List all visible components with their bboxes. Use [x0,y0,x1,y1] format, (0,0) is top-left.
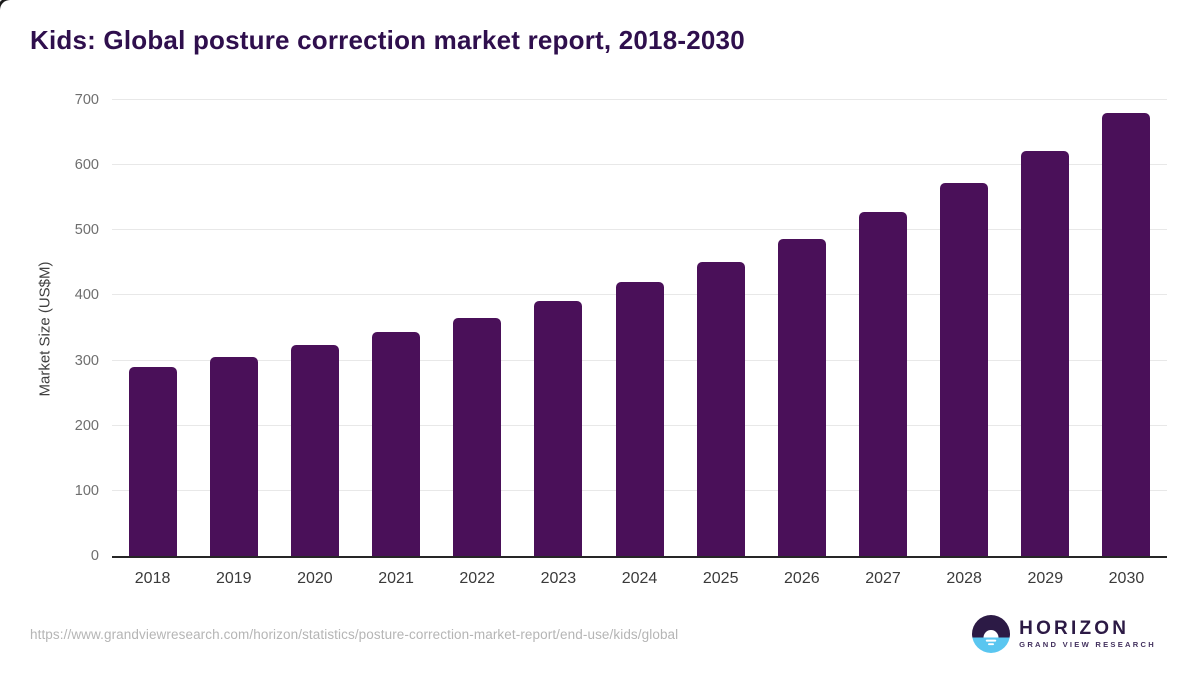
horizon-logo-subtext: GRAND VIEW RESEARCH [1019,640,1156,650]
x-tick-label-2025: 2025 [702,570,739,587]
y-tick-label-300: 300 [74,352,99,369]
bar-2020 [290,344,339,556]
bar-slot-2021 [355,100,436,556]
bar-2022 [453,317,502,556]
bar-2027 [858,212,907,556]
x-tick-label-2024: 2024 [621,570,658,587]
x-tick-label-2023: 2023 [540,570,577,587]
bar-slot-2030 [1086,100,1167,556]
plot-area: 0 100 200 300 400 500 600 700 [75,92,1167,564]
bar-slot-2022 [437,100,518,556]
bar-slot-2025 [680,100,761,556]
x-tick-label-2021: 2021 [378,570,414,587]
y-tick-label-700: 700 [74,92,99,108]
x-axis-labels: 2018 2019 2020 2021 2022 2023 2024 2025 2026 2027… [112,570,1167,588]
page-title: Kids: Global posture correction market r… [30,25,745,55]
bar-2029 [1021,150,1070,556]
bar-2028 [940,183,989,556]
x-tick-label-2030: 2030 [1108,570,1145,587]
bar-slot-2026 [761,100,842,556]
bar-slot-2028 [924,100,1005,556]
x-tick-label-2028: 2028 [946,570,982,587]
horizon-logo-icon [972,615,1011,653]
bar-2023 [534,301,583,556]
y-tick-label-200: 200 [74,417,99,434]
y-tick-label-500: 500 [74,222,99,239]
bar-2019 [209,357,258,556]
y-tick-label-100: 100 [74,482,99,499]
bar-2024 [615,282,664,556]
bars-row [112,100,1167,556]
bar-2018 [128,367,177,556]
x-tick-label-2022: 2022 [459,570,495,587]
source-url: https://www.grandviewresearch.com/horizo… [30,627,679,642]
x-tick-label-2029: 2029 [1027,570,1064,587]
bar-slot-2029 [1005,100,1086,556]
y-tick-label-600: 600 [74,157,99,174]
gridline-500 [112,229,1167,231]
gridline-600 [112,164,1167,166]
bar-slot-2020 [274,100,355,556]
bar-slot-2024 [599,100,680,556]
bar-2021 [372,331,421,556]
x-tick-label-2019: 2019 [215,570,252,587]
y-tick-label-400: 400 [74,287,99,304]
bar-2026 [777,238,826,556]
y-tick-label-0: 0 [90,548,99,564]
horizon-logo-text: HORIZON GRAND VIEW RESEARCH [1019,617,1156,650]
bar-slot-2018 [112,100,193,556]
bar-2025 [696,261,745,556]
x-tick-label-2018: 2018 [134,570,171,587]
horizon-logo-name: HORIZON [1019,617,1130,639]
bar-2030 [1102,113,1151,556]
bar-slot-2023 [518,100,599,556]
x-tick-label-2026: 2026 [784,570,820,587]
gridline-700 [112,99,1167,100]
x-tick-label-2020: 2020 [297,570,333,587]
x-tick-label-2027: 2027 [865,570,901,587]
horizon-logo: HORIZON GRAND VIEW RESEARCH [972,615,1156,653]
bar-slot-2019 [193,100,274,556]
y-axis-title: Market Size (US$M) [36,261,54,397]
bar-slot-2027 [842,100,923,556]
